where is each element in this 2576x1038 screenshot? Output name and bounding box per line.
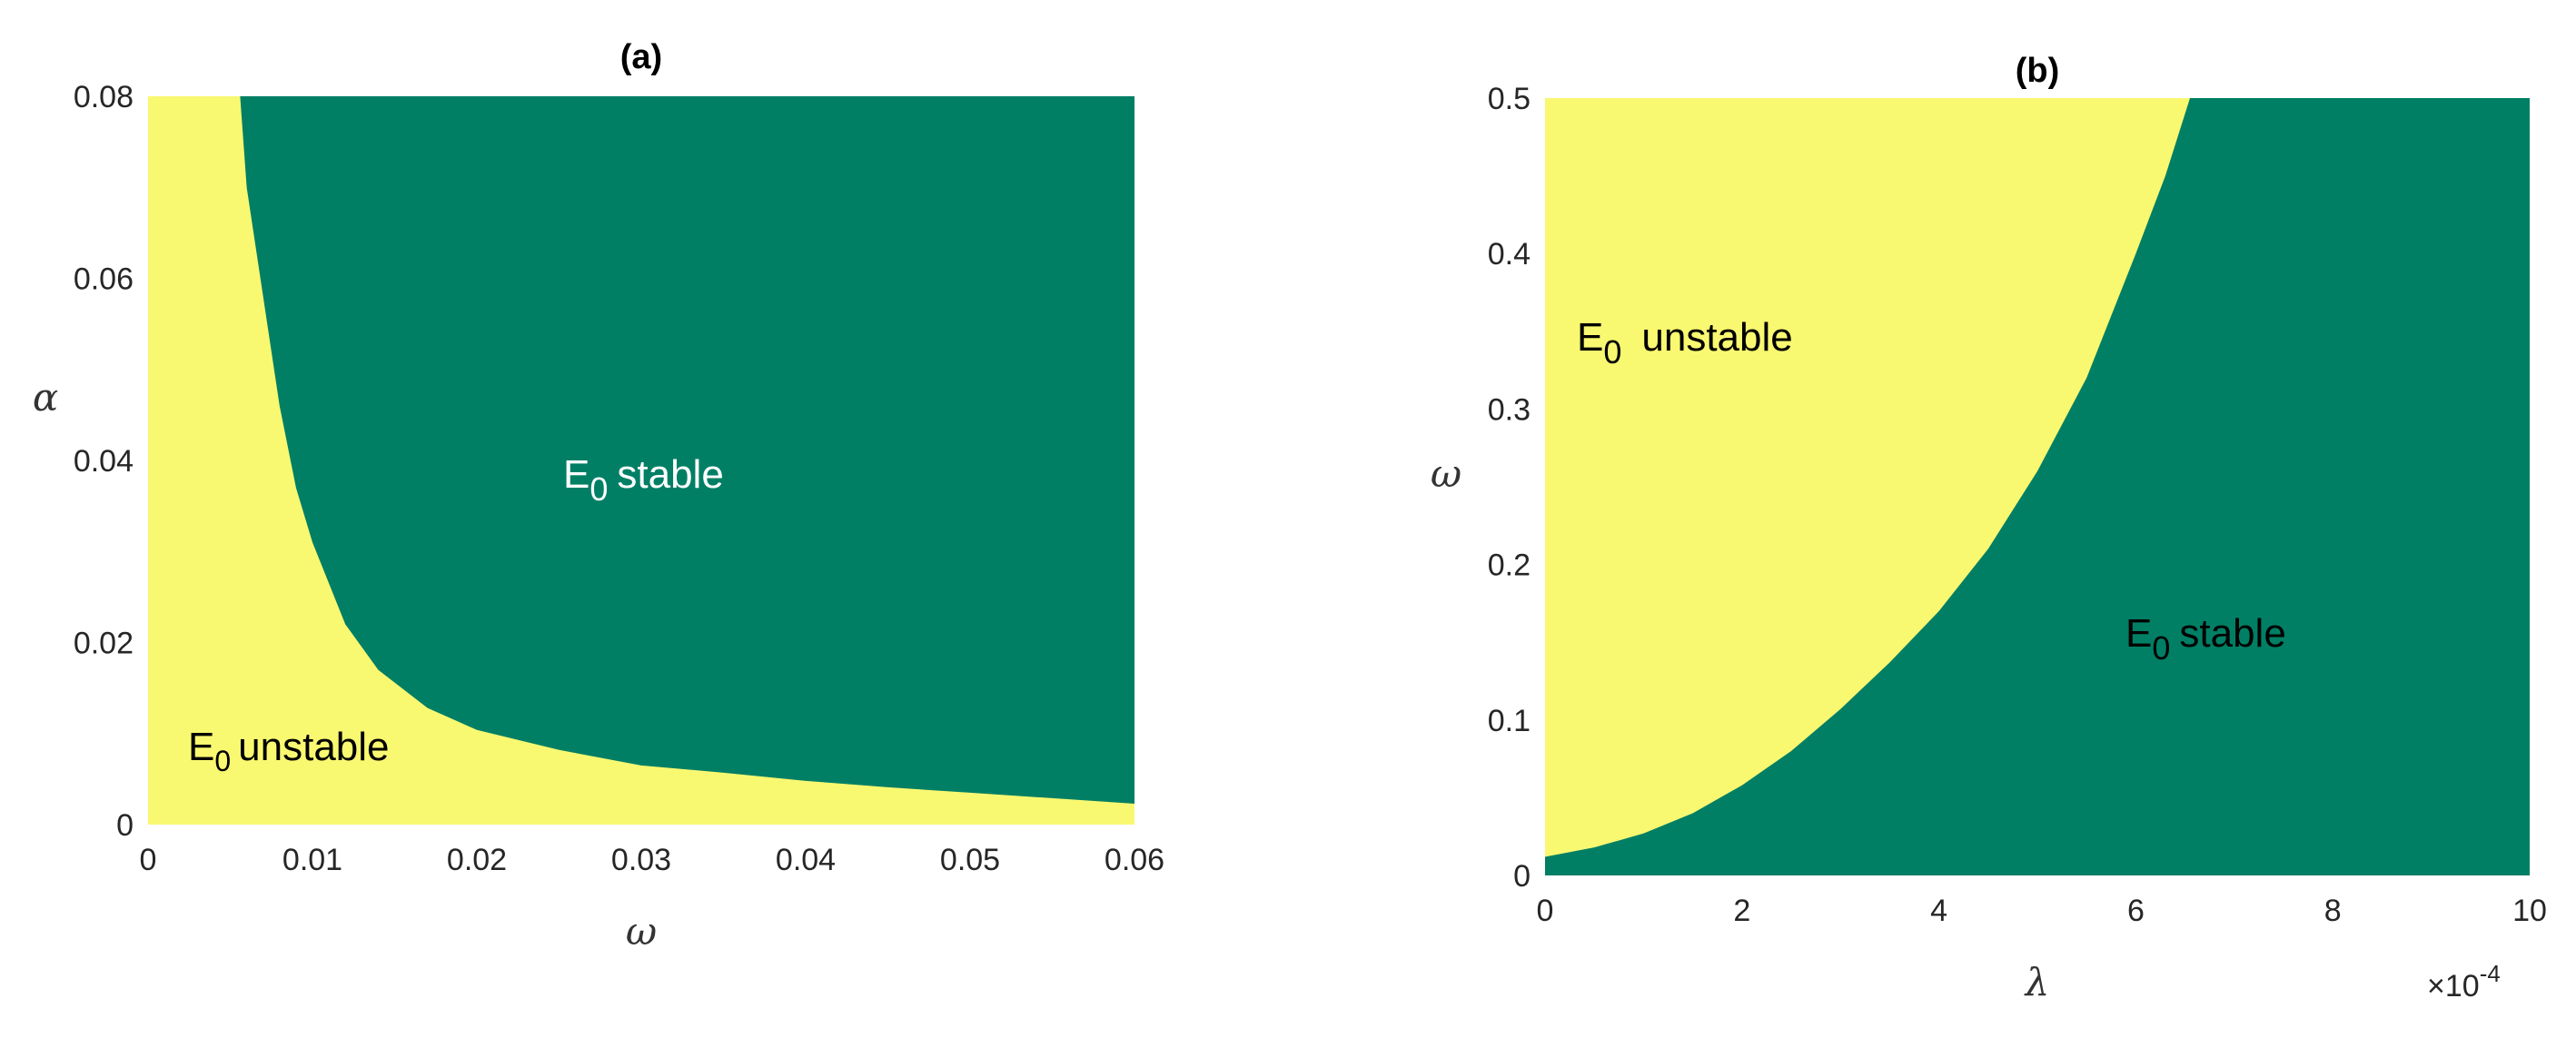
panel-b-y-label: ω xyxy=(1431,451,1461,496)
panel-b-y-ticks: 0 0.1 0.2 0.3 0.4 0.5 xyxy=(1488,82,1531,894)
panel-a-x-tick-label: 0.04 xyxy=(776,843,836,877)
panel-b-x-label: λ xyxy=(2024,960,2050,1004)
panel-a: 0 0.01 0.02 0.03 0.04 0.05 0.06 00.020.040.060… xyxy=(33,38,1164,954)
panel-a-unstable-label: E0 unstable xyxy=(188,725,390,777)
panel-a-y-tick-label: 0.06 xyxy=(74,262,134,297)
panel-a-y-tick-label: 0 xyxy=(116,808,134,843)
panel-b-x-ticks: 0 2 4 6 8 10 xyxy=(1537,894,2547,928)
panel-a-x-tick-label: 0.06 xyxy=(1105,843,1164,877)
panel-b-x-tick-label: 8 xyxy=(2324,894,2342,928)
panel-b-y-tick-label: 0.2 xyxy=(1488,549,1531,583)
panel-a-stable-label: E0 stable xyxy=(563,452,724,508)
panel-b-x-tick-label: 10 xyxy=(2512,894,2547,928)
panel-b-stable-label: E0 stable xyxy=(2125,611,2286,667)
panel-b-x-multiplier: ×10-4 xyxy=(2427,960,2501,1003)
panel-a-y-label: α xyxy=(33,375,58,420)
panel-b-y-tick-label: 0.1 xyxy=(1488,704,1531,738)
panel-b-x-tick-label: 0 xyxy=(1537,894,1554,928)
panel-b: 0 2 4 6 8 10 0 0.1 0.2 0.3 0.4 0.5 (b) λ ω ×10-4 E… xyxy=(1431,52,2547,1004)
panel-a-x-tick-label: 0.01 xyxy=(282,843,342,877)
panel-a-x-ticks: 0 0.01 0.02 0.03 0.04 0.05 0.06 xyxy=(140,843,1165,877)
panel-a-x-tick-label: 0.02 xyxy=(447,843,507,877)
panel-b-unstable-label: E0 unstable xyxy=(1577,315,1793,371)
panel-b-title: (b) xyxy=(2016,52,2060,90)
panel-a-y-tick-label: 0.02 xyxy=(74,627,134,661)
panel-a-x-tick-label: 0.03 xyxy=(611,843,671,877)
panel-b-y-tick-label: 0.3 xyxy=(1488,392,1531,427)
panel-a-x-label: ω xyxy=(626,909,657,954)
panel-b-y-tick-label: 0.4 xyxy=(1488,237,1531,272)
panel-b-y-tick-label: 0 xyxy=(1513,859,1531,894)
panel-b-x-tick-label: 2 xyxy=(1733,894,1750,928)
panel-a-y-ticks: 0 0.02 0.04 0.06 0.08 xyxy=(74,80,134,843)
panel-a-y-tick-label: 0.08 xyxy=(74,80,134,114)
panel-b-unstable-region xyxy=(1545,98,2191,857)
panel-a-x-tick-label: 0 xyxy=(140,843,157,877)
panel-a-stable-region xyxy=(240,96,1134,804)
panel-a-x-tick-label: 0.05 xyxy=(940,843,1000,877)
panel-b-y-tick-label: 0.5 xyxy=(1488,82,1531,116)
panel-a-title: (a) xyxy=(620,38,662,76)
panel-b-x-tick-label: 6 xyxy=(2127,894,2145,928)
panel-a-y-tick-label: 0.04 xyxy=(74,444,134,479)
panel-b-x-tick-label: 4 xyxy=(1930,894,1947,928)
